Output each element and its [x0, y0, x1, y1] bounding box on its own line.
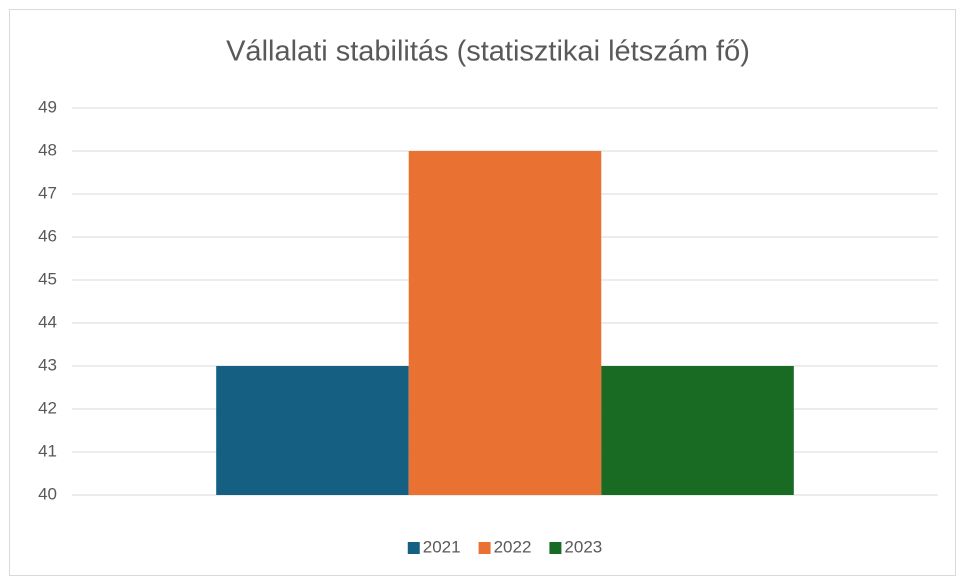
y-tick-label: 45 [38, 269, 57, 288]
legend-swatch [407, 542, 420, 554]
y-tick-label: 44 [38, 312, 57, 331]
y-tick-label: 40 [38, 484, 57, 503]
chart-title: Vállalati stabilitás (statisztikai létsz… [226, 36, 750, 68]
y-tick-label: 49 [38, 97, 57, 116]
y-tick-label: 48 [38, 140, 57, 159]
legend-swatch [478, 542, 491, 554]
y-tick-label: 47 [38, 183, 57, 202]
legend-swatch [549, 542, 562, 554]
y-tick-label: 42 [38, 398, 57, 417]
legend-label: 2022 [494, 537, 532, 556]
y-tick-label: 41 [38, 441, 57, 460]
bar [601, 366, 794, 495]
bar [408, 151, 602, 495]
legend-label: 2023 [564, 537, 602, 556]
y-tick-label: 43 [38, 355, 57, 374]
bar [216, 366, 409, 495]
y-tick-label: 46 [38, 226, 57, 245]
legend-label: 2021 [423, 537, 461, 556]
